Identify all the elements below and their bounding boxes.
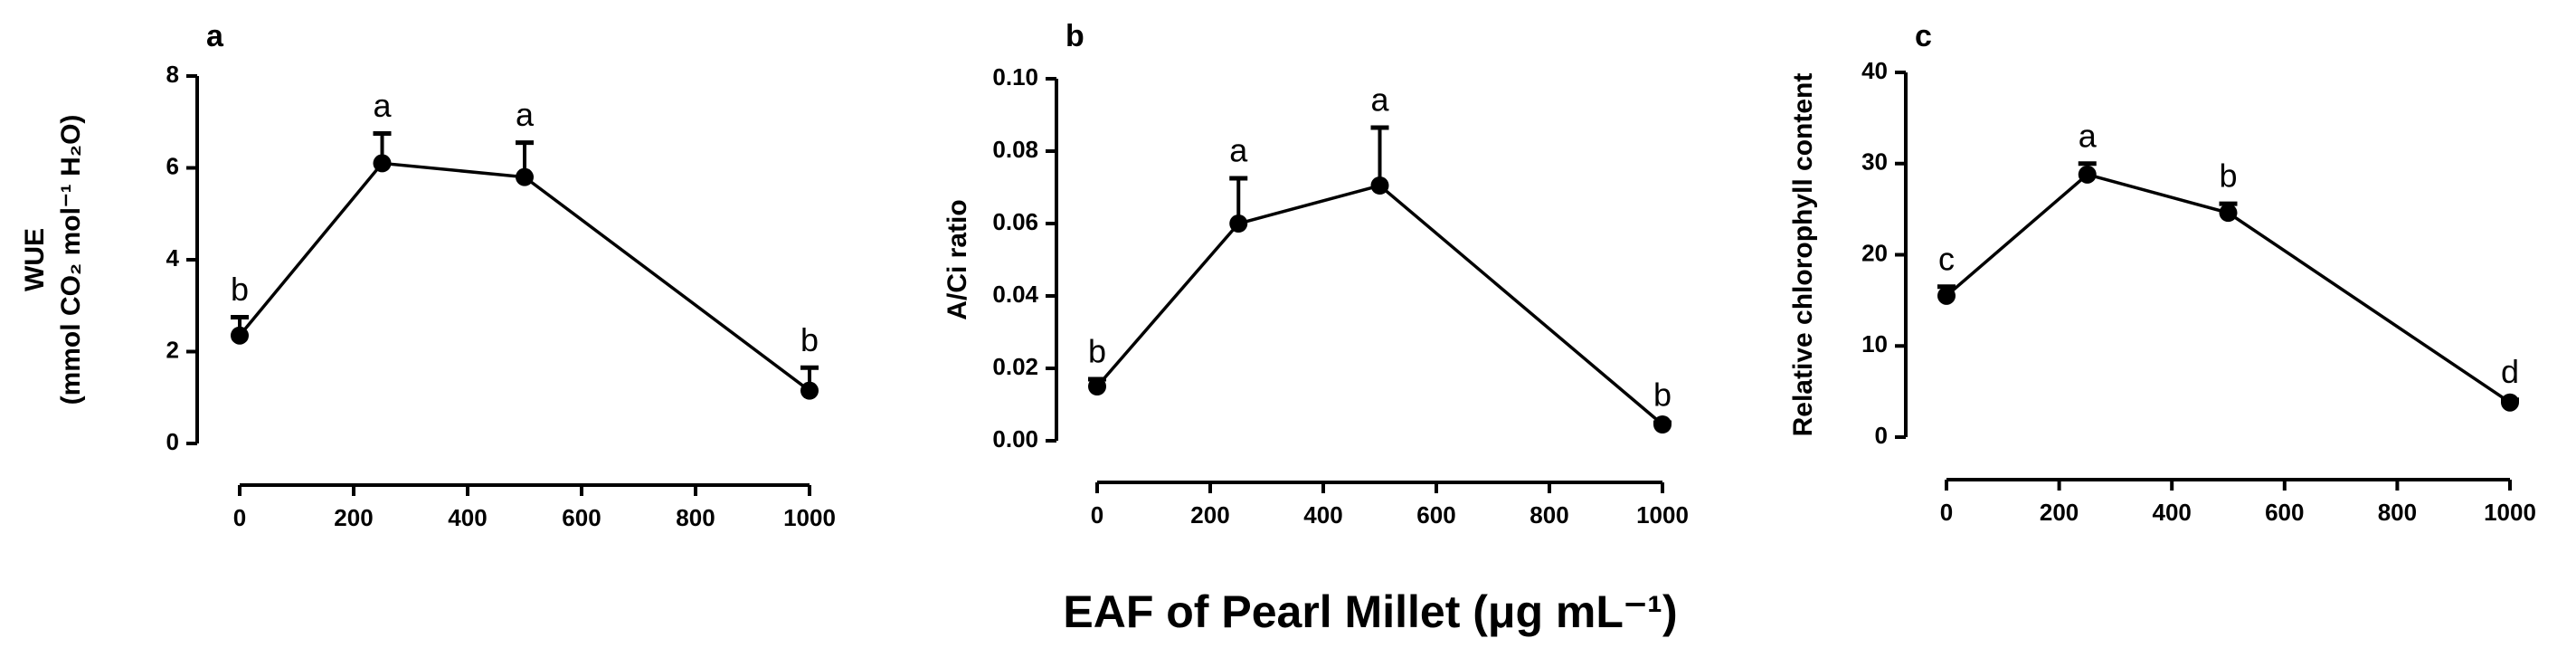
data-point [231,326,249,345]
x-tick-label: 200 [1190,501,1229,529]
y-tick-label: 40 [1861,57,1888,84]
x-tick-label: 1000 [2484,499,2536,526]
data-point [1370,176,1389,195]
y-tick-label: 8 [166,61,179,88]
y-tick-label: 30 [1861,148,1888,176]
x-tick-label: 400 [1303,501,1342,529]
x-tick-label: 600 [2265,499,2304,526]
y-tick-label: 0.10 [992,63,1038,91]
y-tick-label: 10 [1861,330,1888,357]
data-point [2219,204,2238,223]
x-tick-label: 0 [233,504,246,531]
data-point [800,381,819,400]
y-axis-label: A/Ci ratio [942,199,972,319]
y-tick-label: 0.06 [992,208,1038,235]
x-tick-label: 1000 [783,504,836,531]
y-tick-label: 0.00 [992,425,1038,453]
x-tick-label: 800 [2378,499,2417,526]
significance-letter: a [1229,132,1248,169]
significance-letter: c [1938,240,1955,277]
y-tick-label: 0.08 [992,136,1038,163]
x-tick-label: 200 [2040,499,2079,526]
y-tick-label: 0 [166,428,179,455]
significance-letter: b [1653,376,1672,414]
data-line [238,161,811,393]
x-tick-label: 600 [1416,501,1455,529]
data-point [1653,415,1672,434]
y-axis-label: WUE [20,228,50,291]
significance-letter: b [231,271,249,308]
panel-label: c [1915,19,1932,53]
data-point [373,154,392,173]
data-point [1088,377,1106,395]
y-axis-label: Relative chlorophyll content [1788,73,1818,437]
y-tick-label: 0.04 [992,281,1038,308]
data-point [2501,393,2519,412]
y-tick-label: 2 [166,336,179,363]
significance-letter: b [2219,157,2237,195]
data-point [1229,214,1248,233]
significance-letter: a [2079,117,2098,154]
significance-letter: a [1370,81,1389,119]
data-point [1937,286,1956,305]
x-tick-label: 600 [562,504,601,531]
x-tick-label: 800 [676,504,715,531]
x-tick-label: 400 [448,504,487,531]
panel-label: b [1065,19,1084,53]
x-tick-label: 200 [334,504,373,531]
data-point [516,167,534,186]
y-tick-label: 0 [1875,422,1888,449]
significance-letter: b [800,321,819,358]
data-point [2078,165,2097,184]
significance-letter: a [516,96,535,133]
data-line [1945,172,2511,405]
y-tick-label: 0.02 [992,353,1038,380]
x-tick-label: 800 [1530,501,1568,529]
data-line [1095,184,1664,426]
x-tick-label: 400 [2153,499,2192,526]
y-tick-label: 20 [1861,239,1888,266]
y-tick-label: 4 [166,244,180,272]
x-tick-label: 0 [1940,499,1953,526]
significance-letter: b [1088,333,1106,370]
x-tick-label: 0 [1091,501,1103,529]
significance-letter: d [2501,353,2519,390]
panel-label: a [206,19,224,53]
y-axis-label: (mmol CO₂ mol⁻¹ H₂O) [56,115,86,405]
y-tick-label: 6 [166,152,179,179]
figure-x-label: EAF of Pearl Millet (μg mL⁻¹) [1063,586,1677,637]
significance-letter: a [373,87,392,124]
x-tick-label: 1000 [1636,501,1689,529]
